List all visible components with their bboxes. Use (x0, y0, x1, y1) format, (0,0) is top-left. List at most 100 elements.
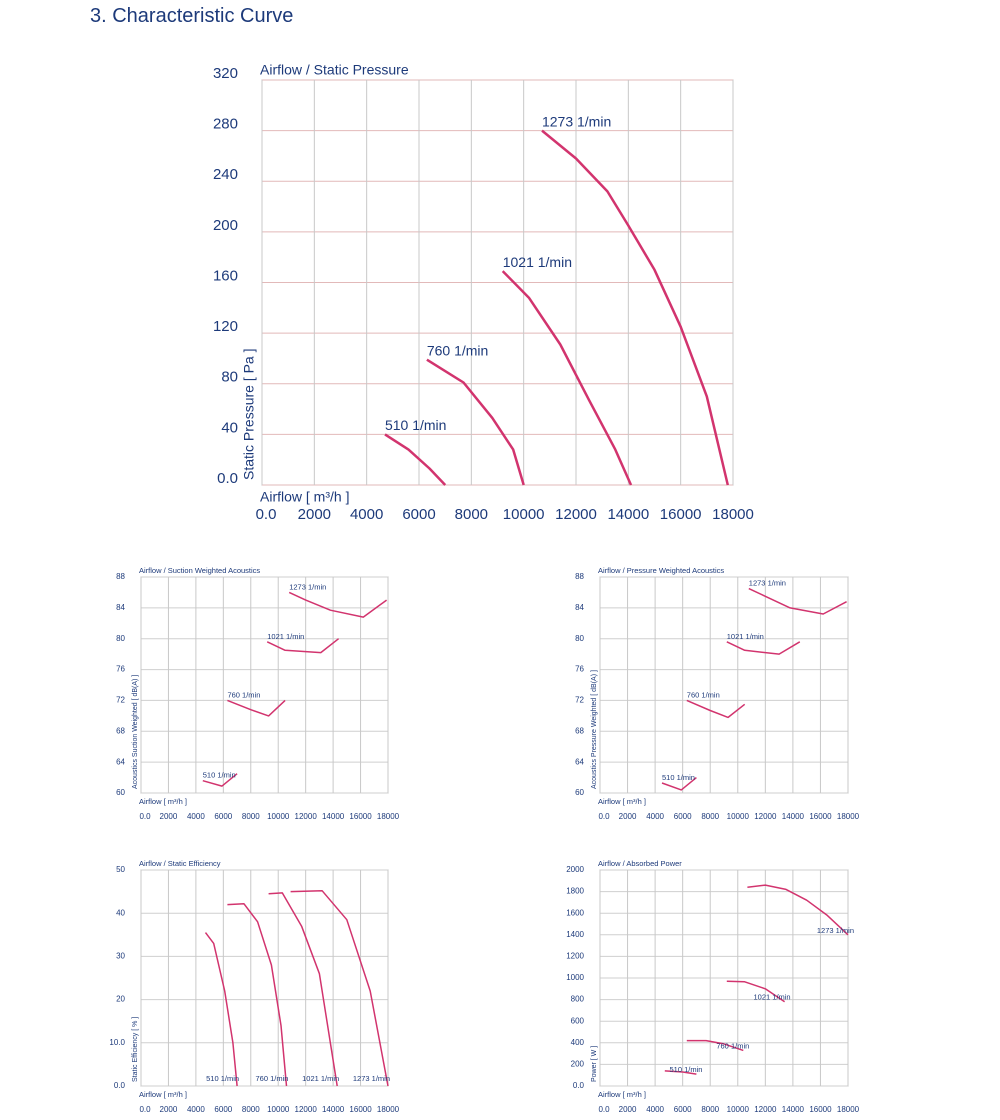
curve (726, 641, 801, 655)
curve-label: 760 1/min (227, 690, 260, 699)
y-tick-label: 200 (213, 217, 238, 234)
curve (204, 932, 238, 1087)
curve-label: 1021 1/min (503, 254, 572, 270)
x-tick-label: 6000 (214, 1105, 232, 1114)
curve (266, 638, 340, 654)
x-tick-label: 16000 (349, 1105, 372, 1114)
y-tick-label: 68 (575, 726, 584, 735)
x-tick-label: 8000 (701, 1105, 719, 1114)
curve-label: 510 1/min (385, 417, 446, 433)
y-tick-label: 30 (116, 952, 125, 961)
x-tick-label: 4000 (646, 1105, 664, 1114)
x-tick-label: 8000 (242, 1105, 260, 1114)
y-tick-label: 40 (116, 908, 125, 917)
x-tick-label: 16000 (660, 506, 702, 523)
y-tick-label: 76 (116, 665, 125, 674)
x-axis-label: Airflow [ m³/h ] (598, 797, 646, 806)
y-tick-label: 1200 (566, 952, 584, 961)
curve-label: 510 1/min (662, 773, 695, 782)
curve-label: 760 1/min (427, 342, 488, 358)
y-tick-label: 80 (116, 634, 125, 643)
curve (268, 892, 338, 1087)
y-tick-label: 60 (116, 788, 125, 797)
y-tick-label: 800 (571, 995, 585, 1004)
y-axis-label: Static Efficiency [ % ] (132, 1017, 139, 1082)
x-tick-label: 18000 (377, 812, 400, 821)
curve (227, 902, 288, 1087)
curve-label: 1273 1/min (353, 1074, 390, 1083)
y-axis-label: Acoustics Suction Weighted [ dB(A) ] (132, 675, 139, 789)
y-tick-label: 200 (571, 1060, 585, 1069)
x-tick-label: 10000 (267, 812, 290, 821)
y-tick-label: 280 (213, 116, 238, 133)
y-tick-label: 84 (116, 603, 125, 612)
plot-area (140, 576, 389, 794)
chart-title: Airflow / Absorbed Power (598, 859, 682, 868)
x-tick-label: 2000 (160, 812, 178, 821)
y-axis-label: Power [ W ] (591, 1046, 598, 1082)
x-tick-label: 0.0 (598, 812, 610, 821)
x-tick-label: 0.0 (256, 506, 277, 523)
curve (426, 358, 525, 486)
curve (290, 889, 389, 1087)
y-tick-label: 88 (116, 572, 125, 581)
y-tick-label: 40 (221, 419, 238, 436)
y-tick-label: 80 (221, 369, 238, 386)
y-tick-label: 1000 (566, 973, 584, 982)
x-tick-label: 18000 (837, 812, 860, 821)
curve (661, 777, 697, 791)
x-tick-label: 14000 (782, 812, 805, 821)
x-axis-label: Airflow [ m³/h ] (139, 1090, 187, 1099)
curve (686, 1039, 744, 1052)
y-axis-label: Acoustics Pressure Weighted [ dB(A) ] (591, 670, 598, 789)
y-tick-label: 50 (116, 865, 125, 874)
curve-label: 1273 1/min (542, 113, 611, 129)
chart: 60 64 68 72 76 80 84 88 0.0 2000 4000 6000 8000 10000… (116, 566, 400, 821)
chart: 0.0 200 400 600 800 1000 1200 1400 1600 1800 2000 0… (566, 859, 859, 1114)
x-axis-label: Airflow [ m³/h ] (260, 489, 349, 505)
x-tick-label: 8000 (455, 506, 488, 523)
curve (686, 699, 746, 719)
curve-label: 760 1/min (256, 1074, 289, 1083)
curve-label: 1273 1/min (289, 582, 326, 591)
curve-label: 510 1/min (206, 1074, 239, 1083)
x-tick-label: 14000 (782, 1105, 805, 1114)
chart-title: Airflow / Static Efficiency (139, 859, 221, 868)
x-tick-label: 10000 (503, 506, 545, 523)
y-tick-label: 64 (116, 757, 125, 766)
x-tick-label: 12000 (295, 812, 318, 821)
curve-label: 1021 1/min (727, 632, 764, 641)
chart-title: Airflow / Pressure Weighted Acoustics (598, 566, 724, 575)
plot-area (599, 576, 849, 794)
curve (748, 587, 847, 615)
y-tick-label: 240 (213, 166, 238, 183)
chart-title: Airflow / Static Pressure (260, 62, 409, 78)
section-heading: 3. Characteristic Curve (90, 5, 293, 27)
y-tick-label: 320 (213, 65, 238, 82)
curve-label: 760 1/min (716, 1041, 749, 1050)
x-tick-label: 2000 (619, 812, 637, 821)
chart: 60 64 68 72 76 80 84 88 0.0 2000 4000 6000 8000 10000… (575, 566, 860, 821)
x-tick-label: 16000 (809, 1105, 832, 1114)
curve-label: 1021 1/min (302, 1074, 339, 1083)
x-axis-label: Airflow [ m³/h ] (139, 797, 187, 806)
curve-label: 1273 1/min (817, 926, 854, 935)
y-tick-label: 60 (575, 788, 584, 797)
x-tick-label: 8000 (701, 812, 719, 821)
y-tick-label: 84 (575, 603, 584, 612)
y-tick-label: 64 (575, 757, 584, 766)
x-tick-label: 10000 (727, 812, 750, 821)
x-tick-label: 10000 (727, 1105, 750, 1114)
y-tick-label: 88 (575, 572, 584, 581)
curve (664, 1070, 697, 1075)
x-tick-label: 0.0 (139, 1105, 151, 1114)
x-tick-label: 12000 (555, 506, 597, 523)
x-tick-label: 16000 (809, 812, 832, 821)
curve (747, 884, 849, 936)
x-tick-label: 4000 (350, 506, 383, 523)
y-tick-label: 76 (575, 665, 584, 674)
curve (726, 980, 786, 1003)
y-tick-label: 2000 (566, 865, 584, 874)
y-tick-label: 160 (213, 267, 238, 284)
